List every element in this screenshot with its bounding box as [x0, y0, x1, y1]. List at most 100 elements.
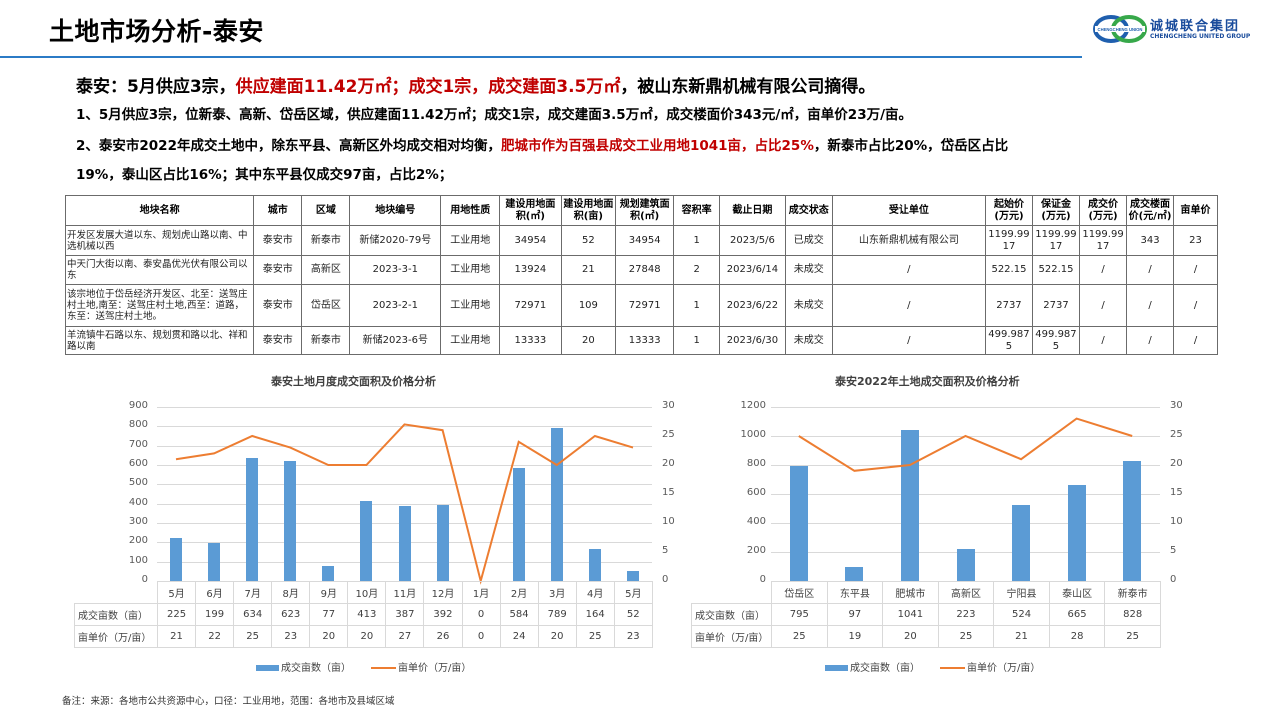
y-right-tick: 15: [1170, 487, 1183, 498]
table-cell: 新泰市: [301, 225, 351, 256]
data-row: 亩单价（万/亩） 25 19 20 25 21 28 25: [691, 625, 1161, 648]
data-cell: 20: [537, 625, 577, 648]
data-cell: 20: [882, 625, 939, 648]
category-label: 肥城市: [882, 581, 939, 604]
logo-cn-text: 诚城联合集团: [1150, 19, 1241, 34]
table-row: 羊流镇牛石路以东、规划贯和路以北、祥和路以南 泰安市 新泰市 新储2023-6号 工业用…: [64, 326, 1218, 355]
bar: [436, 505, 449, 581]
y-left-tick: 600: [128, 458, 148, 469]
data-cell: 28: [1048, 625, 1106, 648]
gridline: [157, 445, 652, 447]
y-left-tick: 200: [128, 535, 148, 547]
category-label: 宁阳县: [993, 581, 1050, 604]
category-label: 泰山区: [1048, 581, 1106, 604]
bar: [322, 566, 335, 581]
table-cell: 2023/5/6: [719, 225, 786, 256]
gridline: [157, 484, 652, 486]
col-header: 城市: [253, 195, 303, 226]
y-left-tick: 0: [759, 574, 766, 585]
table-cell: /: [1126, 255, 1175, 285]
y-left-tick: 600: [746, 487, 766, 498]
col-header: 起始价(万元): [984, 195, 1033, 226]
bar: [512, 468, 525, 581]
category-label: 新泰市: [1104, 581, 1161, 604]
y-right-tick: 30: [662, 400, 675, 411]
summary-line-2a: 2、泰安市2022年成交土地中，除东平县、高新区外均成交相对均衡，: [76, 138, 501, 154]
table-cell: 522.15: [984, 255, 1033, 285]
legend-label: 亩单价（万/亩）: [398, 663, 472, 674]
y-right-tick: 10: [662, 516, 675, 527]
col-header: 亩单价: [1173, 195, 1218, 226]
row-label: [692, 582, 772, 604]
category-label: 东平县: [826, 581, 884, 604]
headline-part-1: 泰安：5月供应3宗，: [76, 77, 236, 97]
table-cell: 2737: [1031, 284, 1081, 327]
table-cell: 山东新鼎机械有限公司: [831, 225, 986, 256]
y-right-tick: 0: [1170, 574, 1177, 585]
y-left-tick: 1200: [740, 400, 766, 411]
summary-line-1: 1、5月供应3宗，位新泰、高新、岱岳区域，供应建面11.42万㎡；成交1宗，成交…: [76, 107, 913, 123]
category-row: 岱岳区 东平县 肥城市 高新区 宁阳县 泰山区 新泰市: [692, 581, 1161, 604]
bar: [588, 549, 601, 581]
bar: [1123, 460, 1142, 581]
col-header: 成交价(万元): [1078, 195, 1128, 226]
title-divider: [0, 56, 1082, 58]
summary-line-3: 19%，泰山区占比16%；其中东平县仅成交97亩，占比2%；: [76, 167, 453, 183]
col-header: 用地性质: [440, 195, 501, 226]
row-label: 亩单价（万/亩）: [74, 625, 158, 648]
table-cell: /: [831, 326, 986, 355]
bar: [208, 542, 221, 581]
table-cell: 499.9875: [984, 326, 1033, 355]
y-left-tick: 400: [746, 516, 766, 527]
bar: [626, 570, 639, 581]
data-row: 成交亩数（亩） 795 97 1041 223 524 665 828: [691, 603, 1161, 626]
table-cell: 2023-2-1: [349, 284, 442, 327]
table-cell: 未成交: [784, 326, 833, 355]
table-cell: 72971: [615, 284, 675, 327]
table-cell: 高新区: [301, 255, 351, 285]
y-left-tick: 200: [746, 545, 766, 556]
y-right-tick: 10: [1170, 516, 1183, 527]
table-cell: 2: [673, 255, 721, 285]
gridline: [157, 465, 652, 466]
table-row: 中天门大街以南、泰安晶优光伏有限公司以东 泰安市 高新区 2023-3-1 工业用地 13…: [64, 255, 1218, 285]
table-cell: 23: [1173, 225, 1218, 256]
y-right-tick: 5: [1170, 545, 1177, 556]
gridline: [157, 407, 652, 408]
bar: [284, 460, 297, 581]
bar: [360, 501, 373, 581]
category-label: 岱岳区: [771, 581, 828, 604]
table-cell: 中天门大街以南、泰安晶优光伏有限公司以东: [64, 255, 255, 285]
row-label: 成交亩数（亩）: [691, 603, 772, 626]
table-cell: 工业用地: [440, 255, 501, 285]
land-parcel-table: 地块名称 城市 区域 地块编号 用地性质 建设用地面积(㎡) 建设用地面积(亩)…: [64, 195, 1218, 355]
table-cell: 新储2023-6号: [349, 326, 442, 355]
legend-line-swatch: [371, 667, 396, 669]
bar: [398, 506, 411, 581]
col-header: 建设用地面积(亩): [560, 195, 617, 226]
legend-bar-swatch: [256, 665, 279, 671]
table-row: 开发区发展大道以东、规划虎山路以南、中选机械以西 泰安市 新泰市 新储2020-79号…: [64, 225, 1218, 256]
y-left-tick: 0: [141, 574, 148, 585]
data-cell: 25: [1104, 625, 1161, 648]
legend-label: 成交亩数（亩）: [850, 663, 920, 674]
y-left-tick: 1000: [740, 429, 766, 440]
bar: [845, 566, 864, 581]
table-cell: 该宗地位于岱岳经济开发区、北至：送驾庄村土地,南至：送驾庄村土地,西至：道路，东…: [64, 284, 255, 327]
table-cell: /: [1173, 284, 1218, 327]
table-cell: 羊流镇牛石路以东、规划贯和路以北、祥和路以南: [64, 326, 255, 355]
table-cell: 499.9875: [1031, 326, 1081, 355]
chart-title: 泰安土地月度成交面积及价格分析: [271, 375, 436, 388]
y-left-tick: 800: [128, 419, 148, 431]
table-cell: /: [1173, 326, 1218, 355]
headline-part-3: ，被山东新鼎机械有限公司摘得。: [620, 77, 876, 97]
table-cell: 1: [673, 326, 721, 355]
col-header: 建设用地面积(㎡): [499, 195, 562, 226]
footnote: 备注：来源：各地市公共资源中心，口径：工业用地，范围：各地市及县域区域: [62, 696, 395, 707]
y-left-tick: 700: [128, 438, 148, 450]
gridline: [157, 503, 652, 505]
data-cell: 25: [233, 625, 273, 648]
y-right-tick: 20: [662, 458, 675, 469]
